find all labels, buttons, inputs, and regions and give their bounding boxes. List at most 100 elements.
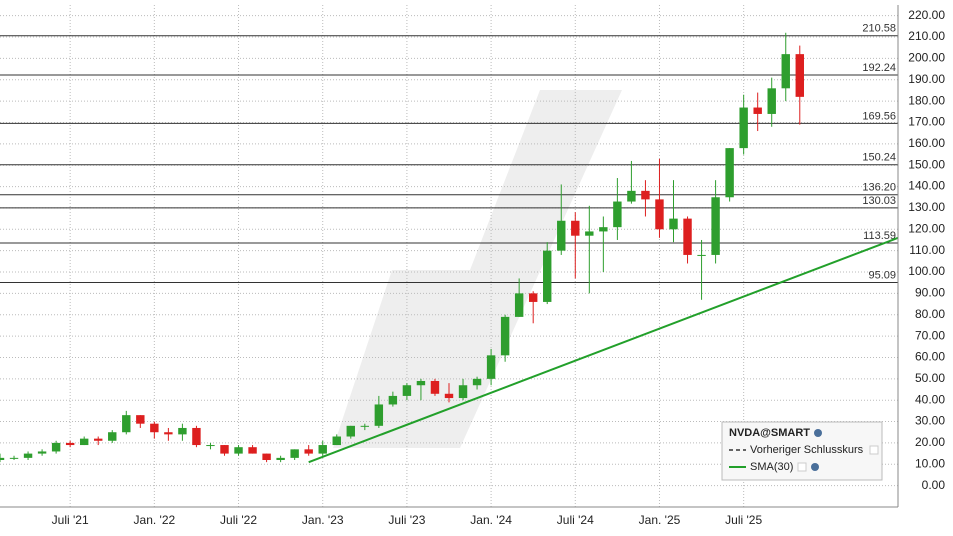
icon: [811, 463, 819, 471]
candle-body: [599, 227, 608, 232]
candle-body: [0, 457, 5, 461]
level-label: 210.58: [862, 23, 896, 35]
candle-body: [262, 453, 271, 461]
candle-body: [37, 451, 47, 454]
candle-body: [641, 190, 650, 200]
candle-body: [711, 197, 720, 255]
candle-body: [9, 457, 19, 459]
x-tick-label: Juli '25: [725, 513, 762, 527]
candle-body: [795, 54, 804, 97]
candle-body: [206, 445, 215, 447]
candle-body: [51, 442, 61, 452]
candle-body: [416, 380, 426, 386]
candle-body: [444, 393, 454, 399]
y-tick-label: 30.00: [915, 414, 945, 428]
candle-body: [318, 445, 327, 454]
x-tick-label: Juli '23: [388, 513, 425, 527]
candle-body: [150, 423, 159, 433]
y-tick-label: 110.00: [909, 243, 945, 257]
candle-body: [613, 201, 622, 228]
x-tick-label: Juli '22: [220, 513, 257, 527]
y-tick-label: 10.00: [915, 456, 945, 470]
level-label: 136.20: [862, 182, 896, 194]
y-tick-label: 80.00: [915, 307, 945, 321]
x-tick-label: Jan. '25: [639, 513, 681, 527]
icon: [814, 429, 822, 437]
checkbox[interactable]: [869, 445, 879, 455]
y-tick-label: 0.00: [922, 478, 946, 492]
candle-body: [500, 316, 510, 356]
candle-body: [346, 425, 355, 437]
trend-line: [308, 236, 899, 464]
candle-body: [122, 415, 131, 433]
candle-body: [781, 54, 790, 89]
candle-body: [94, 438, 103, 441]
x-tick-label: Jan. '23: [302, 513, 344, 527]
candle-body: [388, 395, 398, 405]
candle-body: [557, 220, 566, 251]
y-tick-label: 180.00: [908, 93, 945, 107]
y-tick-label: 100.00: [908, 264, 945, 278]
level-label: 95.09: [868, 269, 896, 281]
candle-body: [304, 449, 313, 454]
y-tick-label: 170.00: [908, 115, 945, 129]
candle-body: [248, 447, 257, 454]
candle-body: [739, 107, 748, 149]
y-tick-label: 210.00: [908, 29, 945, 43]
candle-body: [108, 432, 117, 441]
candle-body: [234, 447, 243, 454]
candle-body: [178, 427, 187, 435]
checkbox[interactable]: [797, 462, 807, 472]
y-tick-label: 40.00: [915, 392, 945, 406]
y-tick-label: 120.00: [908, 221, 945, 235]
y-tick-label: 140.00: [908, 179, 945, 193]
candle-body: [683, 218, 692, 255]
y-tick-label: 70.00: [915, 328, 945, 342]
y-tick-label: 150.00: [908, 157, 945, 171]
candle-body: [164, 432, 173, 435]
candle-body: [374, 404, 384, 426]
candle-body: [669, 218, 678, 230]
candle-body: [472, 378, 482, 386]
watermark: [333, 90, 622, 448]
candle-body: [136, 415, 145, 424]
candle-body: [514, 293, 524, 317]
candle-body: [767, 88, 776, 114]
x-tick-label: Juli '21: [52, 513, 89, 527]
y-tick-label: 90.00: [915, 286, 945, 300]
candle-body: [332, 436, 341, 446]
y-tick-label: 60.00: [915, 350, 945, 364]
candle-body: [290, 449, 299, 458]
candle-body: [753, 107, 762, 114]
candle-body: [528, 293, 538, 302]
candle-body: [655, 199, 664, 230]
candle-body: [79, 438, 89, 446]
candle-body: [220, 445, 229, 454]
candle-body: [360, 425, 370, 427]
candle-body: [458, 385, 468, 399]
x-tick-label: Juli '24: [557, 513, 594, 527]
y-tick-label: 220.00: [908, 8, 945, 22]
legend-title: NVDA@SMART: [729, 427, 810, 439]
y-tick-label: 130.00: [908, 200, 945, 214]
y-tick-label: 160.00: [908, 136, 945, 150]
x-tick-label: Jan. '24: [470, 513, 512, 527]
level-label: 113.59: [863, 230, 896, 242]
candle-body: [23, 453, 33, 458]
candle-body: [430, 380, 440, 394]
candle-body: [486, 355, 496, 379]
candle-body: [627, 190, 636, 202]
candle-body: [725, 148, 734, 198]
y-tick-label: 20.00: [915, 435, 945, 449]
level-label: 130.03: [862, 195, 896, 207]
candle-body: [585, 231, 594, 236]
y-tick-label: 50.00: [915, 371, 945, 385]
y-tick-label: 190.00: [908, 72, 945, 86]
x-tick-label: Jan. '22: [134, 513, 176, 527]
candle-body: [65, 442, 75, 446]
candle-body: [402, 385, 412, 396]
legend-label: SMA(30): [750, 461, 793, 473]
level-label: 169.56: [862, 110, 896, 122]
y-tick-label: 200.00: [908, 51, 945, 65]
